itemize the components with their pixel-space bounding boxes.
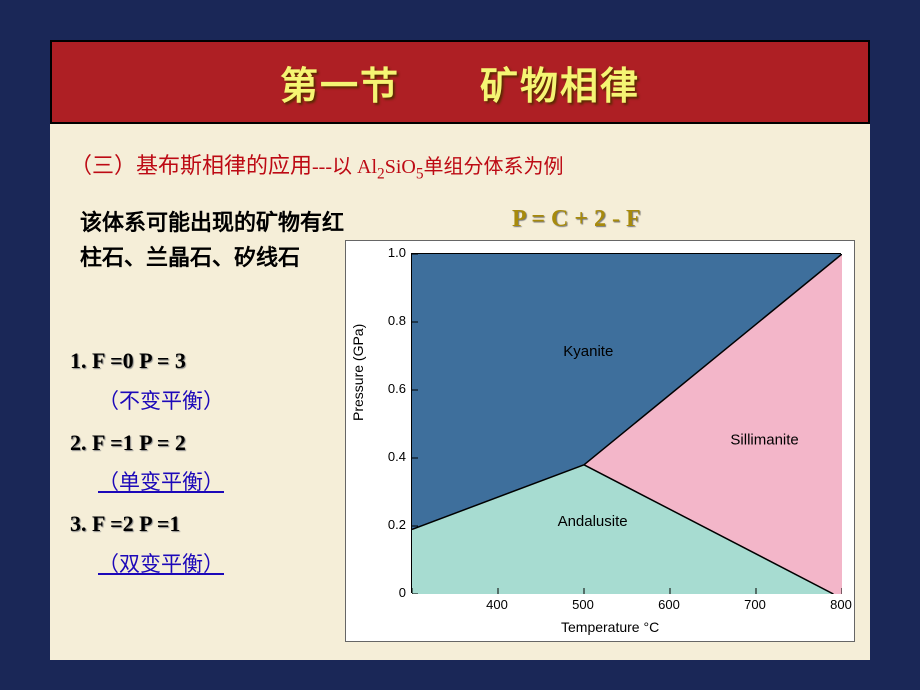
subtitle-mid: SiO [385, 156, 416, 178]
subtitle-suffix: ---以 Al [312, 156, 377, 178]
rules-list: 1. F =0 P = 3 （不变平衡） 2. F =1 P = 2 （单变平衡… [70, 340, 224, 585]
subtitle-prefix: （三）基布斯相律的应用 [70, 153, 312, 178]
ytick-0.2: 0.2 [376, 517, 406, 532]
sub2: 5 [416, 165, 424, 182]
ytick-0: 0 [376, 585, 406, 600]
rule-3-note: （双变平衡） [98, 545, 224, 585]
rule-3: 3. F =2 P =1 （双变平衡） [70, 503, 224, 585]
ytick-1: 1.0 [376, 245, 406, 260]
formula: P = C + 2 - F [512, 206, 641, 233]
phase-diagram: Pressure (GPa) Kyanite Sillimanite Andalus… [345, 240, 855, 642]
phase-svg: Kyanite Sillimanite Andalusite [412, 254, 842, 594]
xtick-600: 600 [649, 597, 689, 612]
xtick-400: 400 [477, 597, 517, 612]
rule-2-line: 2. F =1 P = 2 [70, 422, 224, 464]
rule-1-note: （不变平衡） [98, 382, 224, 422]
ytick-0.6: 0.6 [376, 381, 406, 396]
y-axis-label: Pressure (GPa) [350, 324, 366, 421]
rule-1: 1. F =0 P = 3 （不变平衡） [70, 340, 224, 422]
xtick-800: 800 [821, 597, 861, 612]
body-text: 该体系可能出现的矿物有红柱石、兰晶石、矽线石 [80, 205, 360, 275]
svg-text:Kyanite: Kyanite [563, 343, 613, 360]
subtitle: （三）基布斯相律的应用---以 Al2SiO5单组分体系为例 [70, 148, 564, 183]
sub1: 2 [377, 165, 385, 182]
rule-2: 2. F =1 P = 2 （单变平衡） [70, 422, 224, 504]
ytick-0.4: 0.4 [376, 449, 406, 464]
slide: 第一节 矿物相律 （三）基布斯相律的应用---以 Al2SiO5单组分体系为例 … [50, 40, 870, 660]
svg-text:Andalusite: Andalusite [558, 513, 628, 530]
x-axis-label: Temperature °C [561, 619, 659, 635]
title-band: 第一节 矿物相律 [50, 40, 870, 124]
rule-1-line: 1. F =0 P = 3 [70, 340, 224, 382]
svg-text:Sillimanite: Sillimanite [730, 431, 798, 448]
rule-2-note: （单变平衡） [98, 463, 224, 503]
rule-3-line: 3. F =2 P =1 [70, 503, 224, 545]
subtitle-end: 单组分体系为例 [424, 156, 564, 178]
xtick-700: 700 [735, 597, 775, 612]
xtick-500: 500 [563, 597, 603, 612]
title-text: 第一节 矿物相律 [280, 55, 640, 110]
plot-area: Kyanite Sillimanite Andalusite [411, 253, 841, 593]
ytick-0.8: 0.8 [376, 313, 406, 328]
